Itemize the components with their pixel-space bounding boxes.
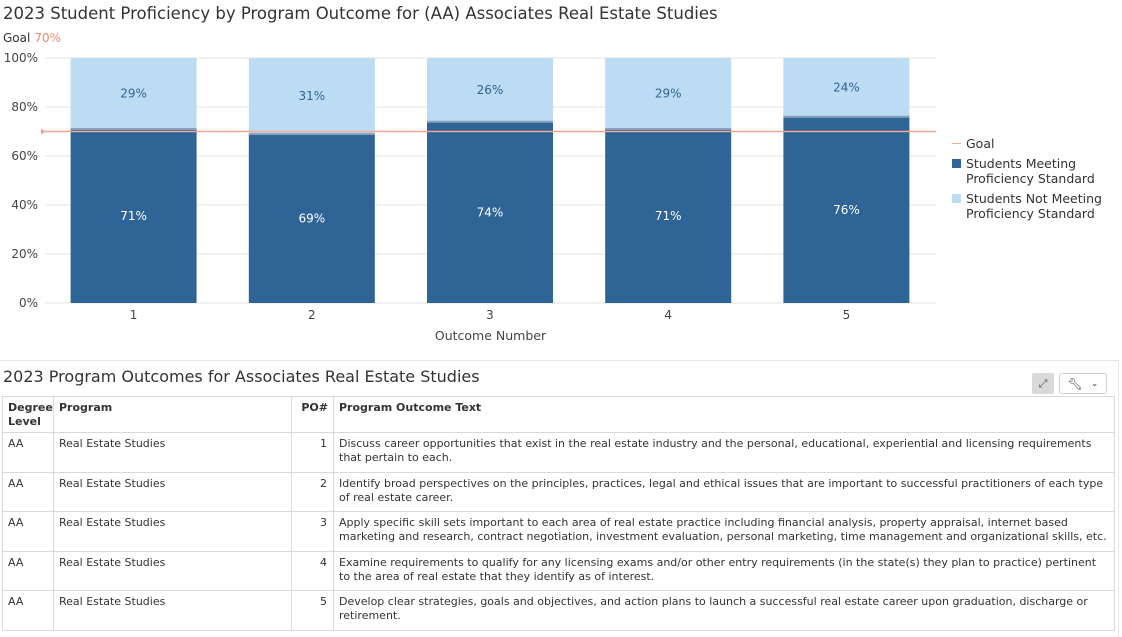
data-label-not-meeting: 26% [477, 83, 504, 97]
cell-po: 4 [291, 550, 334, 591]
cell-degree: AA [2, 511, 54, 552]
cell-po: 3 [291, 511, 334, 552]
outcomes-table-panel: 2023 Program Outcomes for Associates Rea… [0, 360, 1119, 637]
cell-outcome-text: Identify broad perspectives on the princ… [333, 471, 1115, 512]
y-tick-label: 80% [11, 100, 38, 114]
bar-meeting [783, 116, 910, 303]
cell-program: Real Estate Studies [53, 471, 292, 512]
data-label-not-meeting: 24% [833, 80, 860, 94]
bar-not-meeting [248, 58, 375, 134]
legend-item-goal[interactable]: Goal [952, 136, 1102, 151]
x-tick-label: 3 [486, 308, 494, 322]
legend-goal-label: Goal [966, 136, 995, 151]
y-tick-label: 0% [19, 296, 38, 310]
cell-degree: AA [2, 550, 54, 591]
table-row: AA Real Estate Studies 1 Discuss career … [2, 432, 1115, 473]
cell-outcome-text: Apply specific skill sets important to e… [333, 511, 1115, 552]
cell-program: Real Estate Studies [53, 432, 292, 473]
cell-program: Real Estate Studies [53, 590, 292, 631]
x-tick-label: 2 [308, 308, 316, 322]
legend-meeting-label: Students Meeting Proficiency Standard [966, 156, 1095, 186]
table-title: 2023 Program Outcomes for Associates Rea… [3, 367, 480, 386]
cell-program: Real Estate Studies [53, 511, 292, 552]
data-label-not-meeting: 29% [655, 87, 682, 101]
bar-meeting [248, 133, 375, 303]
data-label-meeting: 71% [655, 209, 682, 223]
goal-marker-icon [41, 128, 46, 135]
bar-meeting [427, 121, 553, 303]
goal-value: 70% [34, 31, 61, 45]
data-label-meeting: 71% [120, 209, 147, 223]
goal-caption: Goal [3, 31, 31, 45]
proficiency-chart: 0% 20% 40% 60% 80% 100% 71% 29% 1 69% 31% 2 74% 26% 3 7… [4, 51, 936, 343]
table-row: AA Real Estate Studies 5 Develop clear s… [2, 590, 1115, 631]
cell-outcome-text: Examine requirements to qualify for any … [333, 550, 1115, 591]
legend-item-meeting[interactable]: Students Meeting Proficiency Standard [952, 156, 1102, 186]
cell-outcome-text: Discuss career opportunities that exist … [333, 432, 1115, 473]
expand-button[interactable]: ⤢ [1032, 373, 1054, 394]
chart-title: 2023 Student Proficiency by Program Outc… [3, 4, 718, 23]
expand-icon: ⤢ [1038, 376, 1048, 390]
table-row: AA Real Estate Studies 3 Apply specific … [2, 511, 1115, 552]
wrench-icon: 🔧︎ [1067, 376, 1083, 391]
bar-meeting [605, 129, 732, 303]
bar-not-meeting [783, 58, 910, 117]
not-meeting-swatch [952, 194, 961, 203]
cell-po: 2 [291, 471, 334, 512]
y-tick-label: 100% [4, 51, 38, 65]
data-label-meeting: 69% [298, 211, 325, 225]
cell-outcome-text: Develop clear strategies, goals and obje… [333, 590, 1115, 631]
x-tick-label: 4 [664, 308, 672, 322]
cell-degree: AA [2, 471, 54, 512]
chevron-down-icon: ⌄ [1090, 378, 1099, 389]
tools-menu-button[interactable]: 🔧︎ ⌄ [1059, 373, 1107, 394]
header-degree-level[interactable]: Degree Level [2, 396, 54, 433]
y-tick-label: 40% [11, 198, 38, 212]
data-label-not-meeting: 31% [298, 89, 325, 103]
data-label-meeting: 74% [477, 205, 504, 219]
data-label-meeting: 76% [833, 203, 860, 217]
goal-label: Goal 70% [3, 31, 61, 45]
header-outcome-text[interactable]: Program Outcome Text [333, 396, 1115, 433]
legend-item-not-meeting[interactable]: Students Not Meeting Proficiency Standard [952, 191, 1102, 221]
y-tick-label: 60% [11, 149, 38, 163]
bar-not-meeting [70, 58, 197, 130]
chart-legend[interactable]: Goal Students Meeting Proficiency Standar… [952, 136, 1102, 226]
meeting-swatch [952, 159, 961, 168]
data-label-not-meeting: 29% [120, 87, 147, 101]
bar-meeting [70, 129, 197, 303]
cell-program: Real Estate Studies [53, 550, 292, 591]
cell-degree: AA [2, 432, 54, 473]
header-po-number[interactable]: PO# [291, 396, 334, 433]
legend-not-meeting-label: Students Not Meeting Proficiency Standard [966, 191, 1102, 221]
bar-not-meeting [427, 58, 553, 122]
x-tick-label: 5 [843, 308, 851, 322]
x-tick-label: 1 [130, 308, 138, 322]
bar-not-meeting [605, 58, 732, 130]
x-axis-title: Outcome Number [435, 328, 547, 343]
outcomes-table: Degree Level Program PO# Program Outcome … [2, 396, 1115, 631]
table-header-row: Degree Level Program PO# Program Outcome … [2, 396, 1115, 433]
cell-po: 5 [291, 590, 334, 631]
header-program[interactable]: Program [53, 396, 292, 433]
y-tick-label: 20% [11, 247, 38, 261]
table-row: AA Real Estate Studies 2 Identify broad … [2, 471, 1115, 512]
table-row: AA Real Estate Studies 4 Examine require… [2, 550, 1115, 591]
cell-degree: AA [2, 590, 54, 631]
goal-line-swatch [952, 143, 961, 144]
cell-po: 1 [291, 432, 334, 473]
